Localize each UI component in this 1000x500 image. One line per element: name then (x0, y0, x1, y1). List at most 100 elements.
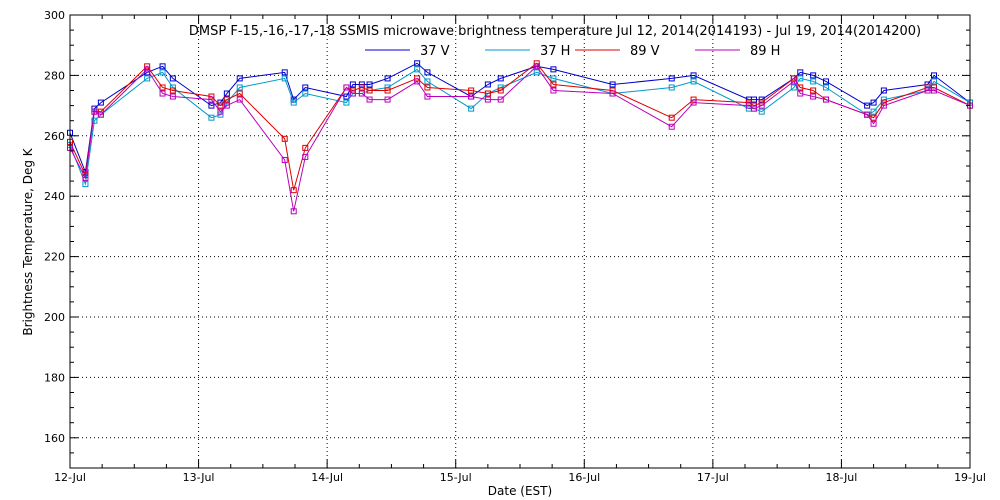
data-point-89-h (82, 175, 89, 182)
data-point-37-v (223, 90, 230, 97)
data-point-89-v (484, 90, 491, 97)
data-point-37-h (343, 99, 350, 106)
data-point-89-v (797, 84, 804, 91)
data-point-37-v (281, 69, 288, 76)
data-point-37-v (810, 72, 817, 79)
data-point-89-v (924, 84, 931, 91)
data-point-37-v (864, 102, 871, 109)
data-point-89-v (880, 99, 887, 106)
data-point-89-h (550, 87, 557, 94)
data-point-37-v (169, 75, 176, 82)
data-point-89-v (208, 93, 215, 100)
data-point-89-v (931, 84, 937, 91)
data-point-37-v (384, 75, 391, 82)
data-point-89-h (366, 96, 373, 103)
data-point-89-v (366, 87, 373, 94)
data-point-37-h (810, 78, 817, 85)
data-point-37-v (159, 63, 166, 70)
data-point-89-h (208, 96, 215, 103)
data-point-89-v (424, 84, 431, 91)
data-point-89-h (358, 90, 365, 97)
legend-label-37-h: 37 H (540, 44, 570, 59)
x-tick-label: 14-Jul (311, 471, 343, 484)
legend-label-89-h: 89 H (750, 44, 780, 59)
data-point-89-h (533, 63, 540, 70)
data-point-37-h (159, 69, 166, 76)
data-point-89-h (217, 108, 224, 115)
data-point-89-h (823, 96, 829, 103)
data-point-89-h (484, 96, 491, 103)
data-point-89-h (497, 96, 504, 103)
data-point-37-v (550, 66, 557, 73)
data-point-89-h (870, 120, 877, 127)
y-tick-label: 160 (44, 432, 65, 445)
data-point-37-h (82, 181, 89, 188)
data-point-89-v (550, 81, 557, 88)
data-point-89-h (349, 90, 356, 97)
data-point-37-v (931, 72, 937, 79)
data-point-37-h (790, 84, 797, 91)
data-point-89-v (302, 144, 309, 151)
axis-ticks: 12-Jul 13-Jul 14-Jul 15-Jul 16-Jul 17-Jul 18-J… (44, 9, 986, 484)
data-point-89-h (810, 93, 817, 100)
data-point-89-h (880, 102, 887, 109)
data-point-37-v (366, 81, 373, 88)
data-point-37-h (823, 84, 829, 91)
y-tick-label: 200 (44, 311, 65, 324)
data-point-37-v (609, 81, 616, 88)
data-point-37-h (236, 84, 243, 91)
data-point-37-h (870, 108, 877, 115)
data-point-89-v (236, 90, 243, 97)
data-point-89-h (236, 96, 243, 103)
data-point-37-h (91, 117, 98, 124)
data-point-37-h (468, 105, 475, 112)
data-point-37-v (414, 60, 421, 67)
data-point-37-v (424, 69, 431, 76)
data-point-89-v (217, 102, 224, 109)
data-point-37-v (870, 99, 877, 106)
data-point-89-h (668, 123, 675, 130)
data-point-89-v (223, 96, 230, 103)
data-point-37-v (497, 75, 504, 82)
legend-label-37-v: 37 V (420, 44, 450, 59)
legend: 37 V 37 H 89 V 89 H (365, 44, 780, 59)
data-point-89-h (690, 99, 697, 106)
data-point-37-v (690, 72, 697, 79)
series-line-89-h (69, 65, 971, 212)
data-point-37-h (880, 96, 887, 103)
data-point-37-h (797, 75, 804, 82)
data-point-89-v (384, 87, 391, 94)
data-point-37-h (550, 75, 557, 82)
data-point-89-h (790, 78, 797, 85)
data-point-37-h (690, 78, 697, 85)
data-point-89-h (144, 66, 151, 73)
data-point-89-h (468, 93, 475, 100)
data-point-37-v (236, 75, 243, 82)
data-point-89-h (797, 90, 804, 97)
data-point-37-v (880, 87, 887, 94)
data-point-37-h (758, 108, 765, 115)
data-point-37-h (144, 75, 151, 82)
data-point-37-h (931, 78, 937, 85)
data-point-89-h (931, 87, 937, 94)
data-point-37-h (533, 69, 540, 76)
data-point-89-v (281, 135, 288, 142)
plot-frame (69, 14, 971, 469)
x-tick-label: 19-Jul (954, 471, 986, 484)
data-point-89-v (690, 96, 697, 103)
x-axis-title: Date (EST) (488, 484, 552, 498)
data-point-37-v (751, 96, 757, 103)
y-tick-label: 220 (44, 251, 65, 264)
data-point-37-v (358, 81, 365, 88)
x-tick-label: 18-Jul (825, 471, 857, 484)
data-point-37-v (797, 69, 804, 76)
x-tick-label: 12-Jul (54, 471, 86, 484)
data-point-89-h (169, 93, 176, 100)
y-tick-label: 240 (44, 190, 65, 203)
data-point-37-h (414, 66, 421, 73)
x-tick-label: 17-Jul (697, 471, 729, 484)
grid (70, 15, 970, 468)
data-point-89-h (609, 90, 616, 97)
data-point-89-v (468, 87, 475, 94)
